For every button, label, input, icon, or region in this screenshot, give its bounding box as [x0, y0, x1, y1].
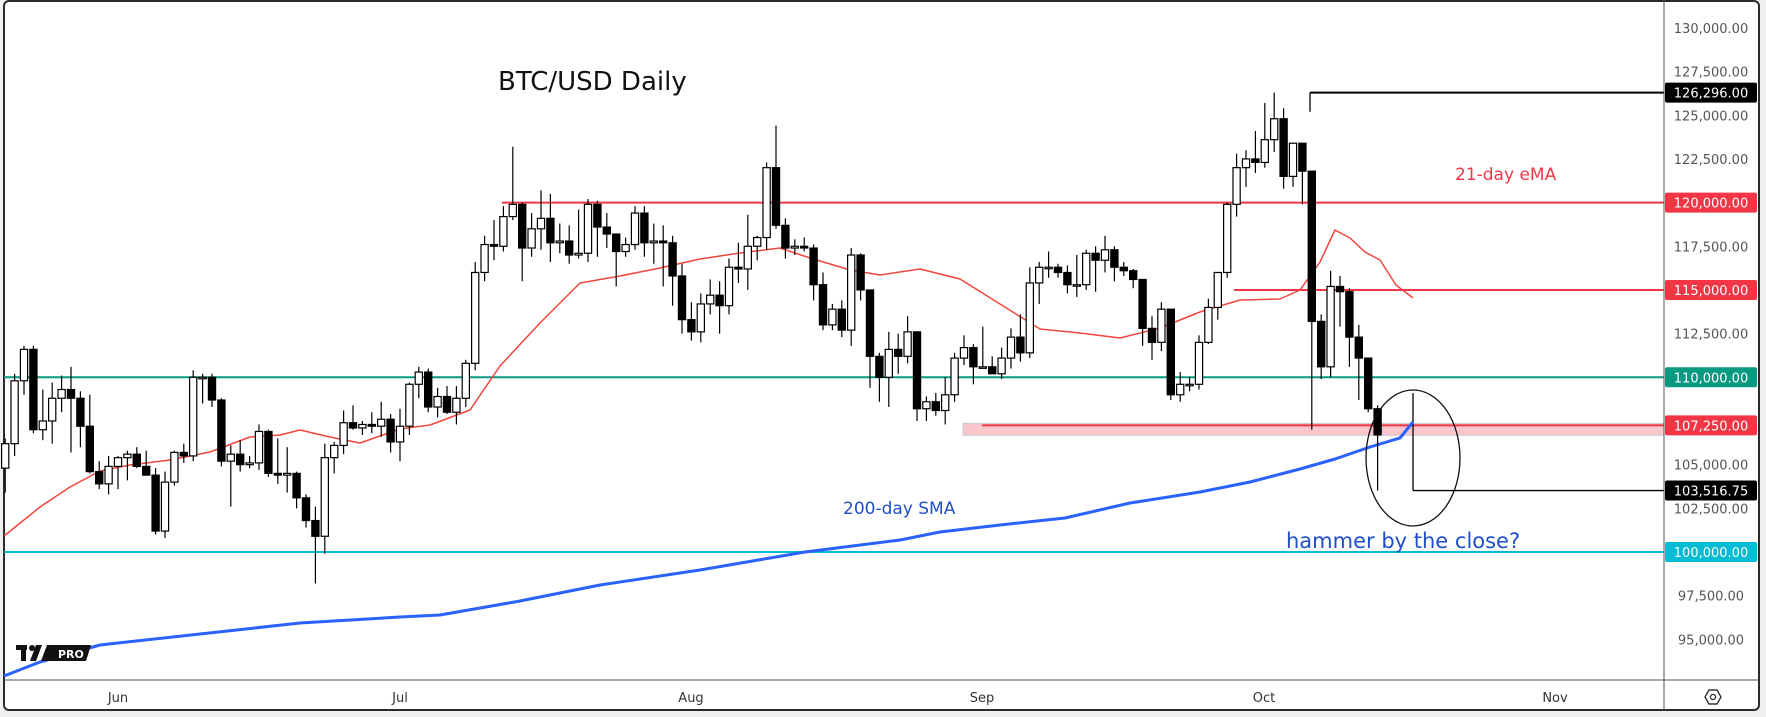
ema-label: 21-day eMA [1455, 165, 1557, 185]
level-100000-badge: 100,000.00 [1665, 542, 1757, 562]
price-tick: 97,500.00 [1678, 590, 1744, 605]
svg-text:107,250.00: 107,250.00 [1674, 419, 1748, 434]
level-103516-badge: 103,516.75 [1665, 480, 1757, 501]
price-tick: 95,000.00 [1678, 633, 1744, 648]
time-tick: Oct [1253, 691, 1275, 706]
price-tick: 112,500.00 [1674, 328, 1748, 343]
svg-text:126,296.00: 126,296.00 [1674, 87, 1748, 102]
logo-pro-text: PRO [58, 648, 84, 661]
hammer-ellipse [1365, 389, 1461, 527]
price-tick: 125,000.00 [1674, 109, 1748, 124]
level-120000-badge: 120,000.00 [1665, 192, 1757, 213]
price-tick: 130,000.00 [1674, 22, 1748, 37]
level-107250-badge: 107,250.00 [1665, 415, 1757, 436]
svg-text:115,000.00: 115,000.00 [1674, 284, 1748, 299]
time-tick: Jun [107, 691, 128, 706]
price-badges: 126,296.00 120,000.00 115,000.00 110,000.00… [1665, 82, 1757, 562]
svg-text:110,000.00: 110,000.00 [1674, 371, 1748, 386]
price-tick: 105,000.00 [1674, 459, 1748, 474]
price-tick: 102,500.00 [1674, 502, 1748, 517]
chart-title: BTC/USD Daily [498, 67, 687, 97]
svg-text:100,000.00: 100,000.00 [1674, 546, 1748, 561]
time-tick: Sep [970, 691, 995, 706]
time-tick: Jul [391, 691, 408, 706]
tradingview-logo-icon: PRO [16, 645, 91, 661]
level-126296-badge: 126,296.00 [1665, 82, 1757, 103]
drawings [1365, 389, 1461, 527]
svg-text:103,516.75: 103,516.75 [1674, 485, 1748, 500]
settings-icon[interactable] [1704, 689, 1722, 705]
sma-label: 200-day SMA [843, 499, 956, 519]
candlesticks [0, 92, 1382, 584]
price-tick: 122,500.00 [1674, 153, 1748, 168]
time-tick: Aug [678, 691, 703, 706]
price-tick: 117,500.00 [1674, 240, 1748, 255]
chart-frame [3, 0, 1760, 711]
price-tick: 127,500.00 [1674, 66, 1748, 81]
time-tick: Nov [1542, 691, 1568, 706]
level-115000-badge: 115,000.00 [1665, 279, 1757, 300]
sma-200-line [3, 421, 1415, 678]
svg-text:120,000.00: 120,000.00 [1674, 197, 1748, 212]
hammer-label: hammer by the close? [1286, 529, 1520, 553]
time-axis[interactable]: Jun Jul Aug Sep Oct Nov [107, 691, 1568, 706]
level-110000-badge: 110,000.00 [1665, 367, 1757, 388]
